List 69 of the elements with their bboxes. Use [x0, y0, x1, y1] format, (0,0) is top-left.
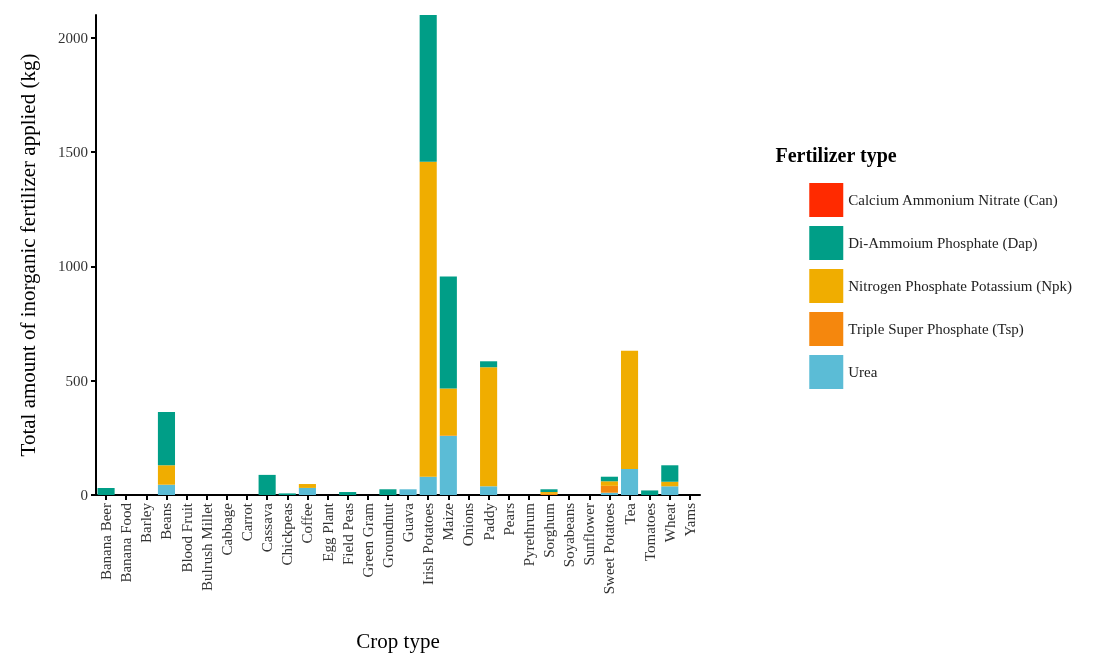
bar — [620, 350, 639, 469]
x-tick-label: Bulrush Millet — [198, 502, 215, 591]
legend-label: Di-Ammoium Phosphate (Dap) — [848, 235, 1038, 252]
bar — [298, 487, 316, 495]
bar — [641, 490, 659, 495]
legend-title: Fertilizer type — [775, 144, 897, 167]
legend-label: Nitrogen Phosphate Potassium (Npk) — [848, 278, 1072, 295]
x-tick-label: Wheat — [661, 502, 678, 543]
x-tick-label: Paddy — [480, 502, 497, 541]
x-tick-label: Banana Beer — [98, 503, 115, 581]
x-tick-label: Tea — [621, 502, 638, 525]
x-tick-label: Maize — [440, 502, 457, 541]
x-tick-label: Coffee — [299, 502, 316, 544]
bar — [298, 484, 316, 488]
x-tick-label: Onions — [460, 502, 477, 547]
bar — [480, 486, 498, 495]
bar — [661, 486, 679, 495]
bar — [339, 492, 357, 495]
bar — [379, 489, 397, 495]
bar — [258, 474, 276, 495]
x-tick-label: Barley — [138, 502, 155, 543]
x-tick-label: Sorghum — [541, 502, 557, 558]
bar — [600, 485, 618, 493]
bar — [661, 465, 679, 482]
y-axis-title: Total amount of inorganic fertilizer applied (kg) — [15, 53, 40, 457]
bar — [600, 481, 618, 486]
x-tick-label: Blood Fruit — [178, 502, 195, 573]
y-tick-label: 0 — [80, 487, 88, 503]
x-tick-label: Sunflower — [581, 503, 598, 566]
x-tick-label: Cabbage — [218, 502, 235, 556]
x-tick-label: Pears — [500, 502, 517, 536]
x-tick-label: Groundnut — [379, 502, 396, 568]
bar — [97, 487, 115, 495]
x-tick-label: Chickpeas — [279, 502, 296, 566]
x-axis-title: Crop type — [356, 628, 440, 653]
bar — [157, 484, 176, 495]
bar — [419, 476, 437, 495]
x-tick-label: Sweet Potatoes — [601, 502, 618, 595]
y-tick-label: 500 — [65, 372, 88, 389]
x-tick-label: Pyrethrum — [520, 502, 537, 567]
bar — [399, 489, 417, 495]
x-tick-label: Field Peas — [339, 502, 356, 566]
y-tick-label: 2000 — [58, 29, 88, 46]
x-tick-label: Carrot — [239, 502, 255, 542]
bar — [419, 161, 437, 477]
x-tick-label: Green Gram — [359, 502, 376, 578]
bar — [157, 412, 176, 466]
x-tick-label: Tomatoes — [641, 502, 658, 562]
x-tick-label: Irish Potatoes — [420, 502, 437, 586]
x-tick-label: Banana Food — [118, 502, 135, 583]
x-tick-label: Egg Plant — [319, 502, 336, 562]
legend-label: Triple Super Phosphate (Tsp) — [848, 321, 1024, 338]
x-tick-label: Cassava — [259, 502, 276, 553]
bar — [419, 15, 437, 162]
y-tick-label: 1000 — [58, 258, 88, 275]
bar — [480, 361, 498, 368]
legend-label: Urea — [848, 364, 878, 380]
x-tick-label: Yams — [681, 502, 698, 537]
x-tick-label: Soyabeans — [561, 502, 578, 568]
bar — [439, 276, 457, 389]
bar — [157, 465, 176, 485]
y-tick-label: 1500 — [58, 144, 88, 161]
x-tick-label: Beans — [158, 502, 175, 540]
bar — [620, 468, 639, 495]
bar — [480, 367, 498, 487]
legend-label: Calcium Ammonium Nitrate (Can) — [848, 192, 1058, 209]
bar — [439, 436, 457, 495]
x-tick-label: Guava — [400, 502, 417, 543]
bar — [439, 388, 457, 436]
